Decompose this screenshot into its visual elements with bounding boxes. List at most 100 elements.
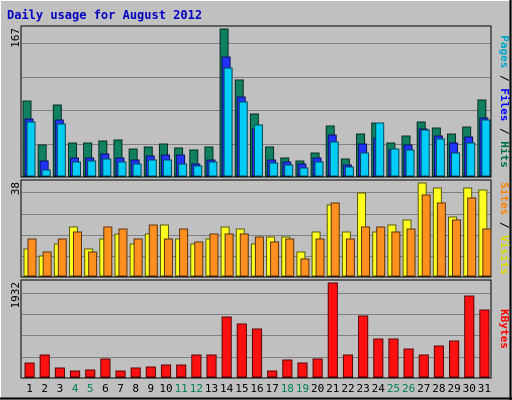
bar-pages-day-31 [481, 119, 491, 177]
bar-pages-day-29 [451, 152, 461, 177]
bar-pages-day-2 [41, 169, 51, 177]
x-tick-label-day-17: 17 [266, 382, 279, 395]
bar-pages-day-23 [360, 152, 370, 177]
bar-pages-day-11 [178, 163, 188, 177]
bar-sites-day-27 [421, 194, 431, 277]
bar-sites-day-2 [42, 251, 52, 277]
chart-panels: 167 Pages / Files / Hits 38 Sites / Visits 1… [9, 25, 511, 379]
bar-kbytes-day-8 [130, 367, 141, 378]
bar-sites-day-6 [103, 226, 113, 277]
x-tick-label-day-19: 19 [296, 382, 309, 395]
bar-pages-day-15 [238, 101, 248, 177]
legend-item-pages: Pages [498, 35, 511, 68]
bar-sites-day-3 [57, 238, 67, 277]
x-tick-label-day-27: 27 [417, 382, 430, 395]
x-tick-label-day-3: 3 [57, 382, 64, 395]
bar-sites-day-16 [254, 236, 264, 277]
x-tick-label-day-24: 24 [372, 382, 386, 395]
bar-sites-day-31 [482, 228, 492, 277]
bar-sites-day-28 [436, 202, 446, 277]
bar-pages-day-8 [132, 163, 142, 177]
bar-sites-day-10 [163, 238, 173, 277]
bar-kbytes-day-31 [479, 309, 490, 378]
bar-kbytes-day-3 [54, 367, 65, 378]
bar-kbytes-day-12 [191, 354, 202, 378]
bar-pages-day-21 [329, 141, 339, 177]
x-tick-label-day-13: 13 [205, 382, 218, 395]
bar-kbytes-day-17 [267, 370, 278, 378]
bar-sites-day-21 [330, 202, 340, 277]
panel-1: 167 Pages / Files / Hits [9, 25, 511, 178]
bar-pages-day-9 [147, 159, 157, 177]
bar-kbytes-day-15 [236, 323, 247, 378]
bar-sites-day-29 [452, 219, 462, 277]
bar-kbytes-day-23 [358, 315, 369, 378]
bar-sites-day-8 [133, 238, 143, 277]
x-tick-label-day-29: 29 [447, 382, 460, 395]
x-tick-label-day-6: 6 [102, 382, 109, 395]
x-tick-label-day-2: 2 [41, 382, 48, 395]
x-tick-label-day-8: 8 [132, 382, 139, 395]
bar-pages-day-16 [253, 124, 263, 177]
x-tick-label-day-9: 9 [148, 382, 155, 395]
bar-sites-day-20 [315, 238, 325, 277]
bar-kbytes-day-14 [221, 316, 232, 378]
bar-kbytes-day-24 [373, 338, 384, 378]
bar-sites-day-19 [300, 258, 310, 277]
bar-sites-day-22 [345, 238, 355, 277]
x-tick-label-day-1: 1 [26, 382, 33, 395]
bar-sites-day-15 [239, 233, 249, 277]
bar-pages-day-7 [117, 161, 127, 177]
bar-kbytes-day-13 [206, 354, 217, 378]
bar-kbytes-day-9 [145, 366, 156, 378]
bar-sites-day-17 [270, 241, 280, 277]
bar-pages-day-18 [284, 164, 294, 177]
x-tick-label-day-7: 7 [117, 382, 124, 395]
bar-pages-day-20 [314, 161, 324, 177]
bar-pages-day-27 [420, 129, 430, 177]
bar-pages-day-10 [162, 159, 172, 177]
bar-pages-day-12 [193, 165, 203, 177]
bar-kbytes-day-30 [464, 295, 475, 378]
legend-separator: / [498, 215, 511, 235]
bar-pages-day-1 [26, 121, 36, 177]
bar-kbytes-day-16 [251, 328, 263, 378]
x-tick-label-day-14: 14 [220, 382, 234, 395]
x-tick-label-day-23: 23 [357, 382, 370, 395]
bar-kbytes-day-25 [388, 338, 399, 378]
panel-legend: Pages / Files / Hits [498, 35, 511, 168]
x-tick-label-day-4: 4 [72, 382, 79, 395]
panel-2: 38 Sites / Visits [9, 179, 511, 278]
legend-separator: / [498, 121, 511, 141]
bar-sites-day-13 [209, 233, 219, 277]
bar-kbytes-day-29 [449, 340, 460, 378]
bar-sites-day-25 [391, 231, 401, 277]
bar-pages-day-28 [435, 138, 445, 177]
x-tick-label-day-5: 5 [87, 382, 94, 395]
x-tick-label-day-31: 31 [478, 382, 491, 395]
panel-3: 1932 KBytes [9, 279, 511, 379]
bar-pages-day-22 [344, 166, 354, 177]
bar-pages-day-24 [375, 122, 385, 177]
legend-item-sites: Sites [498, 182, 511, 215]
bar-pages-day-3 [56, 123, 66, 177]
bar-kbytes-day-2 [39, 354, 50, 378]
bar-pages-day-17 [269, 162, 279, 177]
x-tick-label-day-26: 26 [402, 382, 415, 395]
panel-legend: KBytes [498, 309, 511, 349]
x-axis-labels: 1 2 3 4 5 6 7 8 9 10 11 12 13 14 15 16 17 18 19 20 21 22 23 24 2… [26, 382, 491, 395]
legend-item-kbytes: KBytes [498, 309, 511, 349]
bar-kbytes-day-19 [297, 362, 308, 378]
x-tick-label-day-25: 25 [387, 382, 400, 395]
legend-separator: / [498, 68, 511, 88]
y-axis-max-label: 1932 [9, 282, 22, 309]
x-tick-label-day-16: 16 [250, 382, 263, 395]
bar-kbytes-day-10 [160, 364, 172, 378]
bar-kbytes-day-21 [327, 282, 338, 378]
bar-pages-day-25 [390, 148, 400, 177]
bar-kbytes-day-7 [115, 370, 126, 378]
bar-sites-day-11 [179, 228, 189, 277]
x-tick-label-day-11: 11 [175, 382, 188, 395]
x-tick-label-day-30: 30 [463, 382, 476, 395]
